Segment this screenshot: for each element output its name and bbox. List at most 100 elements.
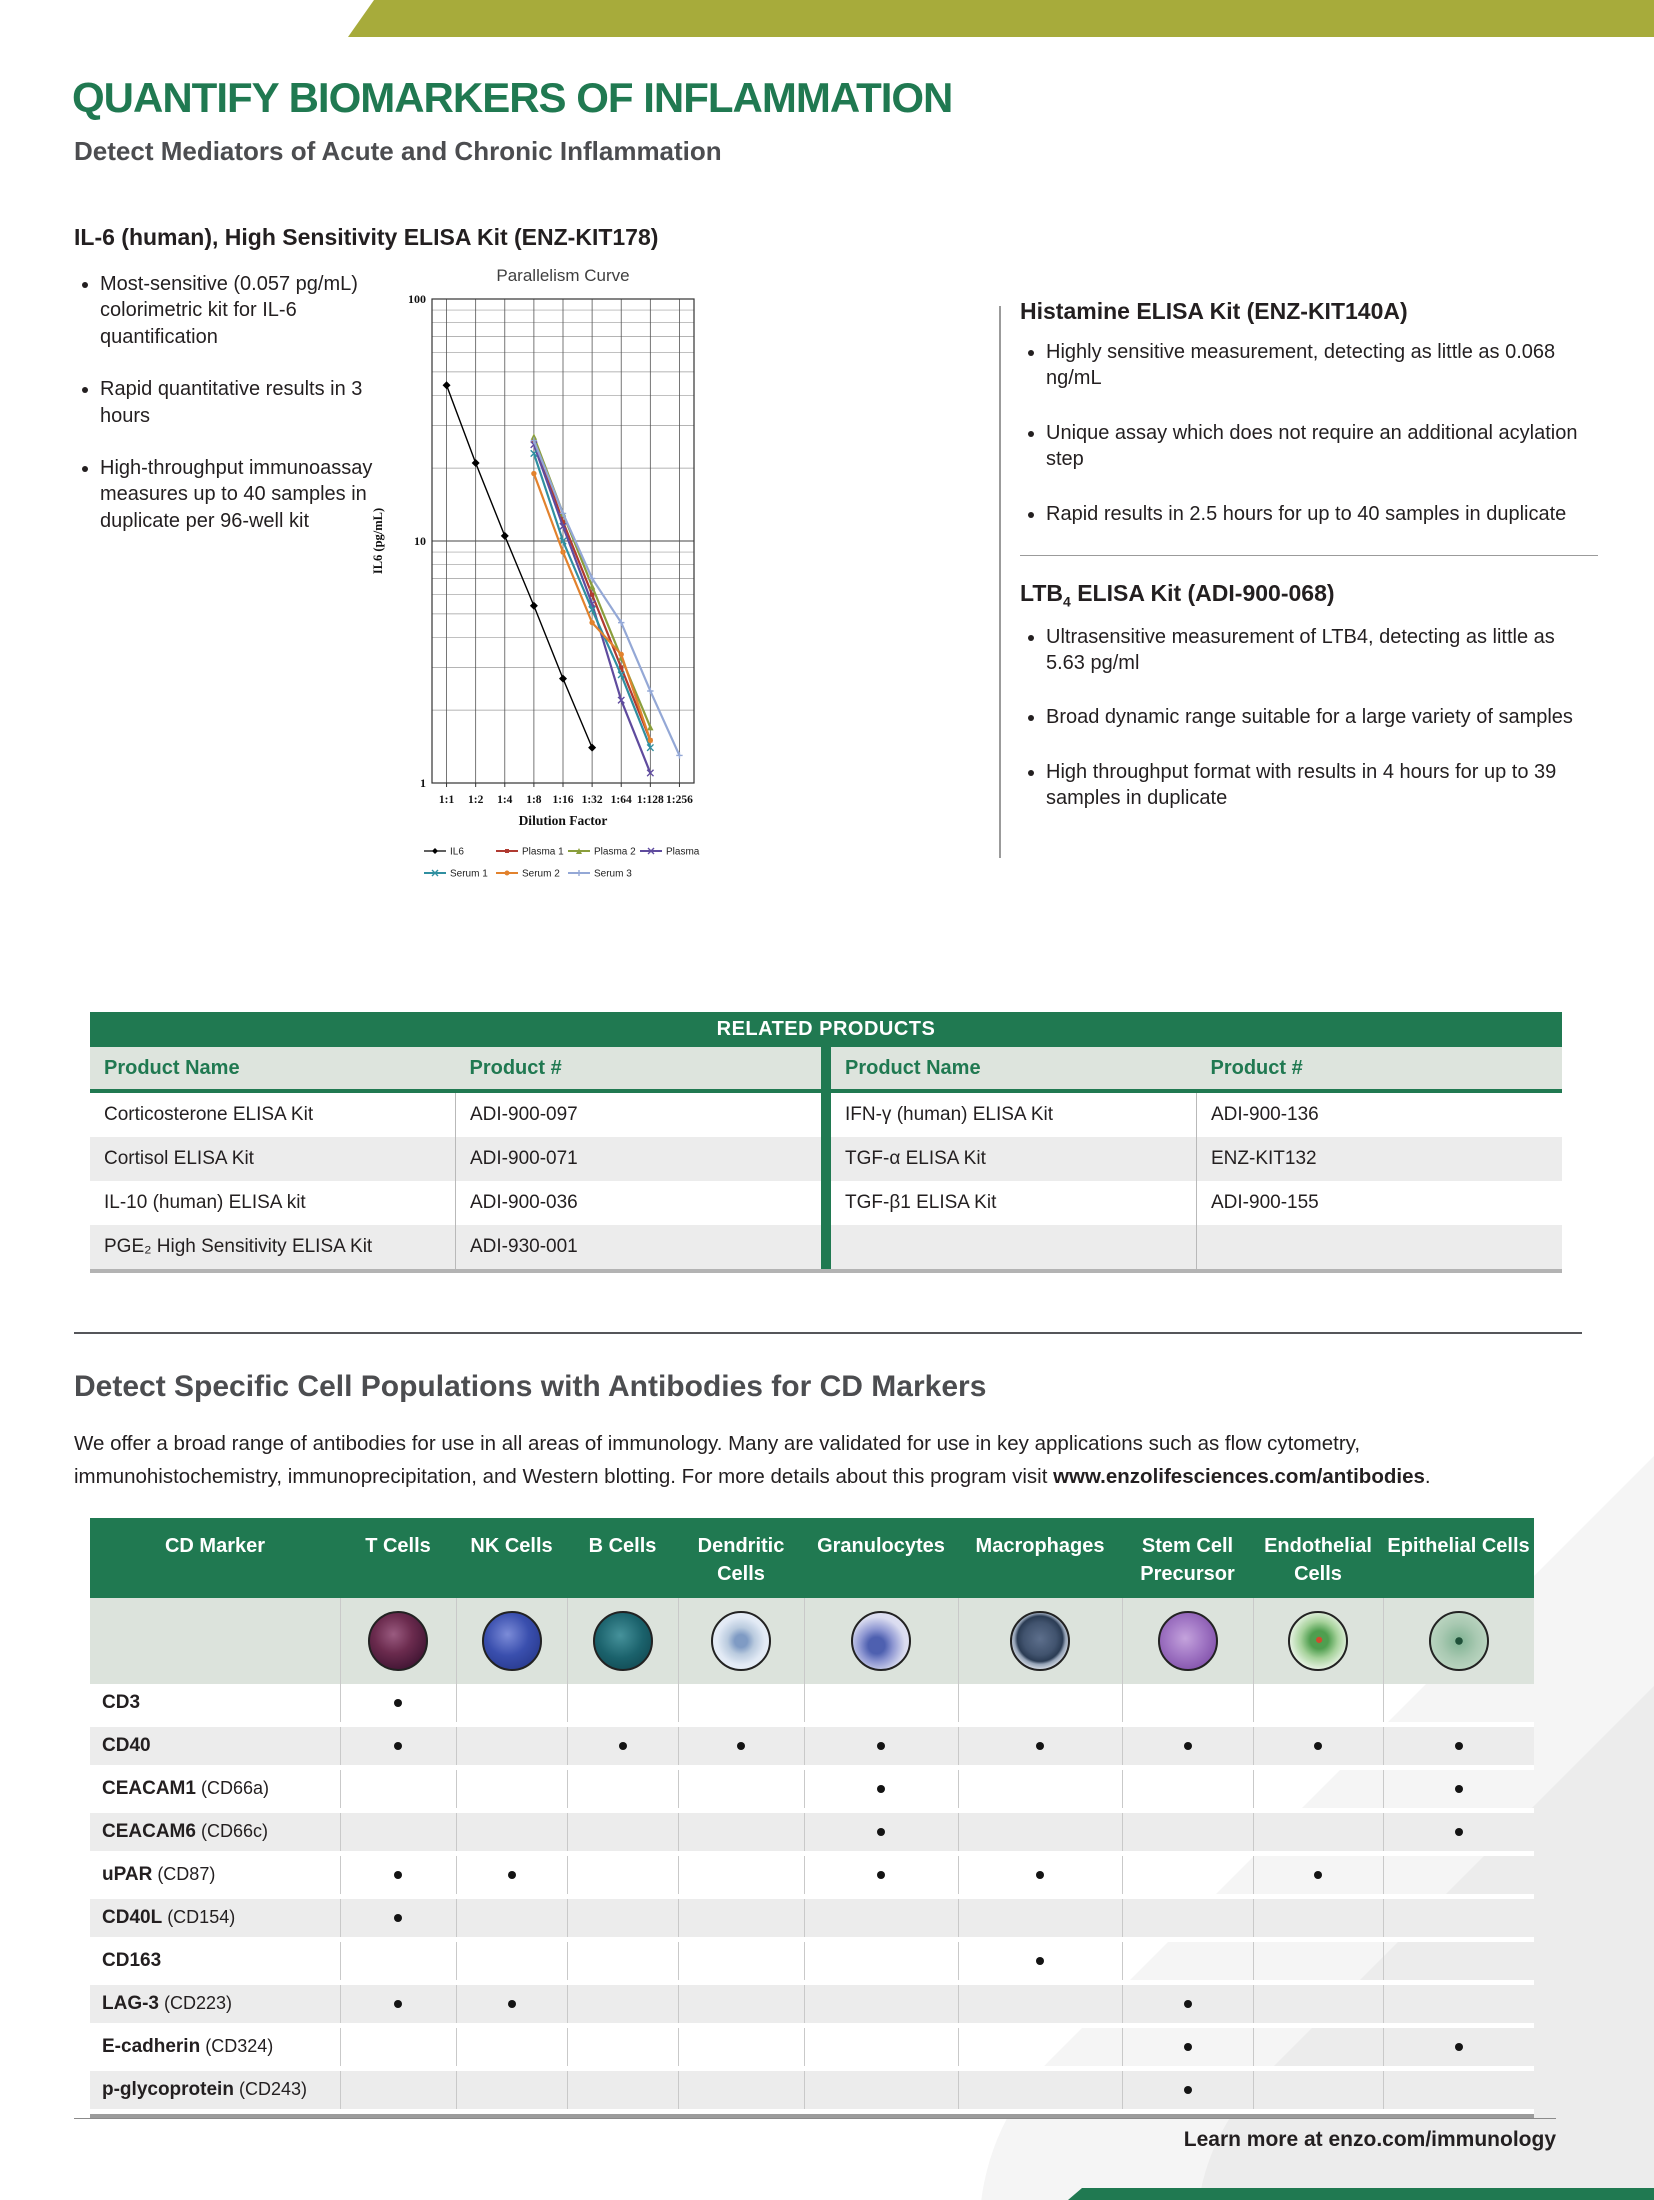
cd-marker-row: p-glycoprotein (CD243) <box>90 2068 1534 2114</box>
empty-cell <box>1252 2025 1383 2071</box>
svg-text:IL6: IL6 <box>450 847 464 858</box>
related-product-row: IFN-γ (human) ELISA Kit ADI-900-136 <box>831 1091 1562 1137</box>
svg-text:1:128: 1:128 <box>637 794 664 806</box>
empty-cell <box>455 1810 567 1856</box>
top-accent-bar <box>348 0 1654 37</box>
empty-cell <box>566 1896 678 1942</box>
histamine-kit-title: Histamine ELISA Kit (ENZ-KIT140A) <box>1020 298 1408 324</box>
cd-marker-row: CD40 <box>90 1724 1534 1770</box>
cd-column-header: Epithelial Cells <box>1383 1518 1534 1598</box>
cell-image-cell <box>1252 1598 1383 1684</box>
section-divider <box>1020 554 1598 556</box>
cd-marker-label: CD40 <box>90 1724 340 1770</box>
cd-column-header: Granulocytes <box>804 1518 958 1598</box>
product-number-cell <box>1196 1225 1562 1269</box>
ltb4-kit-title: LTB4 ELISA Kit (ADI-900-068) <box>1020 579 1335 610</box>
empty-cell <box>566 1982 678 2028</box>
product-name-cell: TGF-β1 ELISA Kit <box>845 1192 997 1213</box>
marker-dot-cell <box>957 1853 1122 1899</box>
antibodies-url-link[interactable]: www.enzolifesciences.com/antibodies <box>1053 1464 1425 1488</box>
dot-icon <box>394 1870 402 1879</box>
svg-text:10: 10 <box>414 534 426 548</box>
product-number-cell: ADI-900-036 <box>455 1181 821 1225</box>
empty-cell <box>1382 1684 1534 1727</box>
cd-marker-label: CEACAM1 (CD66a) <box>90 1767 340 1813</box>
marker-dot-cell <box>1121 1982 1253 2028</box>
cd-column-header: B Cells <box>567 1518 678 1598</box>
related-product-row <box>831 1225 1562 1269</box>
cd-marker-table-wrap: CD Marker T Cells NK Cells B Cells Dendritic… <box>90 1518 1534 2119</box>
related-products-left: Product Name Product # Corticosterone EL… <box>90 1047 821 1269</box>
marker-dot-cell <box>1382 1767 1534 1813</box>
empty-cell <box>566 2025 678 2071</box>
empty-cell <box>1252 2068 1383 2114</box>
empty-cell <box>1382 1853 1534 1899</box>
cd-column-header: NK Cells <box>456 1518 567 1598</box>
section-rule <box>74 1332 1582 1334</box>
empty-cell <box>957 1810 1122 1856</box>
product-name-cell <box>831 1225 1197 1269</box>
marker-dot-cell <box>566 1724 678 1770</box>
empty-cell <box>803 1684 958 1727</box>
related-product-row: Corticosterone ELISA Kit ADI-900-097 <box>90 1091 821 1137</box>
empty-cell <box>1121 1810 1253 1856</box>
t-cell-icon <box>368 1611 428 1671</box>
related-products-table: RELATED PRODUCTS Product Name Product # … <box>90 1012 1562 1273</box>
product-name-cell: IL-10 (human) ELISA kit <box>104 1192 306 1213</box>
empty-cell <box>677 1810 804 1856</box>
marker-dot-cell <box>1252 1724 1383 1770</box>
empty-cell <box>1382 2068 1534 2114</box>
cd-column-header: Macrophages <box>958 1518 1122 1598</box>
table-center-divider <box>821 1047 831 1269</box>
marker-dot-cell <box>1121 2068 1253 2114</box>
svg-text:Serum 1: Serum 1 <box>450 869 488 880</box>
empty-cell <box>1121 1684 1253 1727</box>
related-product-row: TGF-β1 ELISA Kit ADI-900-155 <box>831 1181 1562 1225</box>
column-header-product-number: Product # <box>1196 1047 1562 1093</box>
column-header-product-name: Product Name <box>90 1047 456 1093</box>
empty-cell <box>1121 1896 1253 1942</box>
cd-marker-row: CD40L (CD154) <box>90 1896 1534 1942</box>
dot-icon <box>877 1827 885 1836</box>
empty-cell <box>1382 1982 1534 2028</box>
cell-image-cell <box>957 1598 1122 1684</box>
product-name-cell: TGF-α ELISA Kit <box>831 1137 1197 1181</box>
empty-cell <box>455 1767 567 1813</box>
related-product-row: TGF-α ELISA Kit ENZ-KIT132 <box>831 1137 1562 1181</box>
cd-marker-row: CEACAM1 (CD66a) <box>90 1767 1534 1813</box>
dot-icon <box>737 1741 745 1750</box>
bottom-accent-bar <box>1068 2188 1654 2200</box>
marker-dot-cell <box>339 1982 456 2028</box>
dot-icon <box>1454 2042 1463 2051</box>
product-name-cell: Cortisol ELISA Kit <box>90 1137 456 1181</box>
related-product-row: Cortisol ELISA Kit ADI-900-071 <box>90 1137 821 1181</box>
cell-image-cell <box>1382 1598 1534 1684</box>
ltb4-bullet-list: Ultrasensitive measurement of LTB4, dete… <box>1020 624 1598 812</box>
marker-dot-cell <box>803 1810 958 1856</box>
empty-cell <box>455 2025 567 2071</box>
marker-dot-cell <box>339 1684 456 1727</box>
dot-icon <box>1454 1827 1463 1836</box>
marker-dot-cell <box>1121 2025 1253 2071</box>
svg-text:IL6 (pg/mL): IL6 (pg/mL) <box>371 508 385 574</box>
empty-cell <box>803 1939 958 1985</box>
product-number-cell: ADI-900-097 <box>455 1091 821 1137</box>
table-bottom-border <box>90 2114 1534 2119</box>
dot-icon <box>507 1870 516 1879</box>
marker-dot-cell <box>1382 2025 1534 2071</box>
empty-cell <box>957 1982 1122 2028</box>
dot-icon <box>877 1741 885 1750</box>
dot-icon <box>877 1784 885 1793</box>
dot-icon <box>394 1741 402 1750</box>
footer-url-link[interactable]: enzo.com/immunology <box>1328 2128 1556 2151</box>
cd-marker-label: p-glycoprotein (CD243) <box>90 2068 340 2114</box>
macrophage-icon <box>1010 1611 1070 1671</box>
stem-cell-icon <box>1157 1611 1218 1671</box>
column-divider <box>999 306 1001 858</box>
page-title: QUANTIFY BIOMARKERS OF INFLAMMATION <box>72 74 953 121</box>
cd-marker-row: uPAR (CD87) <box>90 1853 1534 1899</box>
svg-text:Plasma 2: Plasma 2 <box>594 847 636 858</box>
marker-dot-cell <box>339 1853 456 1899</box>
dendritic-cell-icon <box>711 1611 771 1671</box>
svg-text:Serum 3: Serum 3 <box>594 869 632 880</box>
